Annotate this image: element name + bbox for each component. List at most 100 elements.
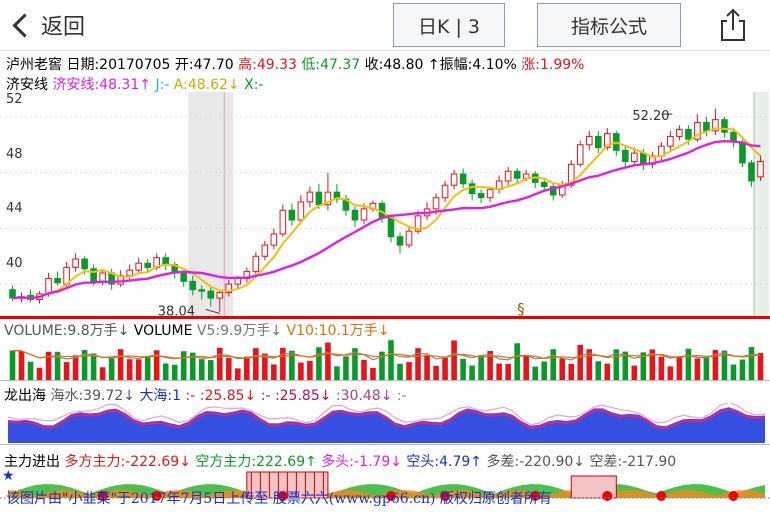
price-chart[interactable]: 52.20 38.04 § <box>0 92 770 316</box>
volume-bar <box>541 361 548 380</box>
volume-bar <box>685 348 692 380</box>
candle-body <box>631 152 638 162</box>
signal-dot <box>656 491 667 501</box>
volume-bar <box>108 358 115 380</box>
candle-body <box>45 278 52 295</box>
volume-bar <box>577 344 584 380</box>
volume-bar <box>442 357 448 380</box>
candle-body <box>261 244 269 257</box>
volume-bar <box>289 350 295 380</box>
mf-short-diff: 空差:-217.90 <box>589 454 677 470</box>
volume-v10: V10:10.1万手↓ <box>286 323 390 339</box>
volume-bar <box>244 356 250 380</box>
volume-bar <box>117 349 124 380</box>
volume-bar <box>694 358 701 380</box>
top-bar: 返回 日K | 3 指标公式 <box>0 0 770 51</box>
candle-body <box>667 135 674 147</box>
volume-bar <box>748 347 755 380</box>
volume-bar <box>180 351 187 380</box>
indicator-name: 济安线 <box>6 77 48 93</box>
main-force-chart[interactable]: ★ <box>0 468 770 513</box>
back-button[interactable]: 返回 <box>8 6 85 44</box>
candle-body <box>90 268 97 282</box>
volume-bar <box>595 361 602 380</box>
jiaxian-line <box>12 139 761 300</box>
volume-bar <box>99 367 106 380</box>
dragon-sea: 海水:39.72↓ <box>50 388 135 404</box>
stock-info-line: 泸州老窖 日期:20170705 开:47.70 高:49.33 低:47.37… <box>6 54 584 74</box>
candle-body <box>748 162 755 182</box>
volume-bar <box>532 366 538 380</box>
mf-bull: 多方主力:-222.69↓ <box>64 454 191 470</box>
volume-bar <box>487 350 493 380</box>
dragon-legend: 龙出海 海水:39.72↓ 大海:1 :- :25.85↓ :- :25.85↓… <box>4 385 407 405</box>
volume-v5: V5:9.9万手↓ <box>196 323 283 339</box>
volume-bar <box>36 367 43 380</box>
volume-bar <box>153 350 160 380</box>
candle-body <box>676 128 683 137</box>
volume-legend: VOLUME:9.8万手↓ VOLUME V5:9.9万手↓ V10:10.1万… <box>4 320 390 340</box>
candle-body <box>225 283 233 293</box>
candle-body <box>396 236 404 246</box>
period-button[interactable]: 日K | 3 <box>393 3 505 47</box>
candle-body <box>703 121 710 132</box>
high-annotation: 52.20 <box>632 109 669 124</box>
candle-body <box>405 230 413 246</box>
candle-body <box>441 184 449 199</box>
volume-bar <box>613 349 620 380</box>
volume-bar <box>703 357 710 380</box>
candle-body <box>279 209 287 235</box>
volume-bar <box>478 355 484 380</box>
candle-body <box>387 216 395 238</box>
y-tick-40: 40 <box>6 256 23 271</box>
candle-body <box>198 289 206 292</box>
volume-bar <box>640 352 647 380</box>
candle-body <box>162 257 170 266</box>
candle-body <box>594 135 602 149</box>
volume-bar <box>126 359 133 380</box>
volume-bar <box>262 353 268 380</box>
volume-bar <box>379 351 385 380</box>
low-pointer <box>205 308 220 314</box>
formula-button[interactable]: 指标公式 <box>537 3 681 47</box>
candle-body <box>694 121 701 140</box>
candle-body <box>135 262 142 271</box>
candle-body <box>477 193 485 199</box>
mf-long: 多头:-1.79↓ <box>321 454 402 470</box>
stock-open: 开:47.70 <box>174 57 234 73</box>
mf-long-diff: 多差:-220.90↓ <box>486 454 586 470</box>
stock-high: 高:49.33 <box>238 57 297 73</box>
candle-body <box>333 191 341 200</box>
v10-line <box>12 350 761 360</box>
candle-body <box>414 215 422 232</box>
candle-body <box>513 170 521 179</box>
candle-body <box>306 191 314 203</box>
candle-body <box>315 191 323 206</box>
volume-bar <box>568 363 575 380</box>
candle-body <box>739 141 746 164</box>
volume-bar <box>162 363 169 380</box>
signal-dot <box>151 491 162 501</box>
volume-bar <box>388 340 394 380</box>
divider <box>0 380 770 381</box>
candle-body <box>468 183 476 195</box>
candle-body <box>450 173 458 186</box>
sea-line <box>7 403 766 426</box>
share-icon[interactable] <box>718 8 748 42</box>
star-icon: ★ <box>2 468 15 484</box>
candle-body <box>126 269 133 277</box>
volume-bar <box>18 351 25 380</box>
dragon-d: :- <box>396 388 407 404</box>
volume-chart[interactable] <box>0 338 770 380</box>
mf-bear: 空方主力:222.69↑ <box>195 454 317 470</box>
dragon-chart[interactable] <box>0 403 770 443</box>
candle-body <box>297 201 305 221</box>
chevron-left-icon <box>12 12 37 38</box>
volume-bar <box>604 363 611 380</box>
candle-body <box>685 128 692 140</box>
candle-body <box>270 233 278 246</box>
candle-body <box>432 197 440 210</box>
indicator-line: 济安线 济安线:48.31↑ J:- A:48.62↓ X:- <box>6 74 263 94</box>
volume-bar <box>171 364 178 380</box>
volume-bar <box>235 368 241 380</box>
